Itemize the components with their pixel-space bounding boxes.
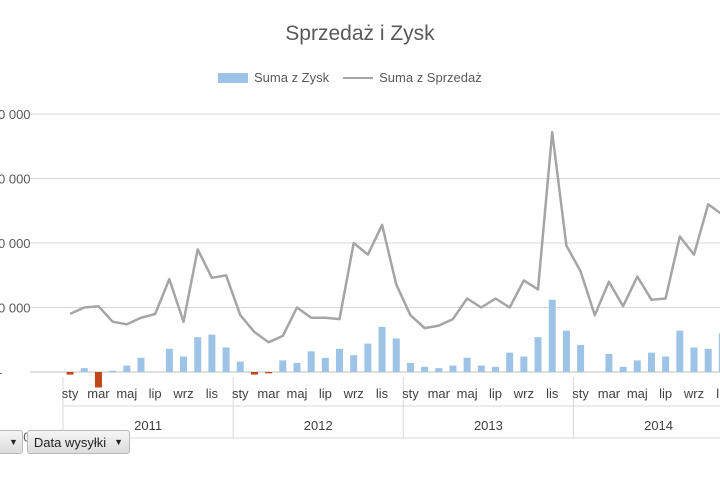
bar (435, 368, 443, 372)
bar (449, 365, 457, 372)
pivot-filter-button[interactable]: ▼ (0, 430, 23, 454)
month-label: mar (428, 386, 451, 401)
month-label: mar (257, 386, 280, 401)
legend-label-profit: Suma z Zysk (254, 70, 330, 85)
month-label: lip (319, 386, 332, 401)
chevron-down-icon: ▼ (9, 437, 18, 447)
pivot-date-field-label: Data wysyłki (33, 434, 107, 450)
bar (491, 366, 499, 372)
y-tick-label: 0 000 (0, 172, 31, 187)
bar (548, 299, 556, 372)
legend-item-profit: Suma z Zysk (218, 70, 329, 85)
month-label: lip (489, 386, 502, 401)
year-label: 2013 (474, 418, 503, 433)
bar (520, 356, 528, 372)
month-label: lip (659, 386, 672, 401)
bar (194, 337, 202, 372)
bar (137, 357, 145, 372)
month-label: mar (598, 386, 621, 401)
bar (109, 370, 117, 372)
bar (704, 348, 712, 372)
legend-item-sales: Suma z Sprzedaż (343, 70, 482, 85)
month-label: maj (286, 386, 307, 401)
month-label: sty (62, 386, 79, 401)
bar (676, 330, 684, 372)
y-tick-label: 0 000 (0, 107, 31, 122)
bar (577, 344, 585, 372)
bar (208, 334, 216, 372)
month-label: lis (206, 386, 219, 401)
bar (718, 333, 720, 372)
bar (336, 348, 344, 372)
bar (463, 357, 471, 372)
month-label: maj (457, 386, 478, 401)
bar (123, 365, 131, 372)
bar (293, 362, 301, 372)
bar (80, 368, 88, 372)
month-label: wrz (513, 386, 534, 401)
bar (350, 355, 358, 372)
month-label: maj (116, 386, 137, 401)
month-label: wrz (343, 386, 364, 401)
bar (279, 360, 287, 372)
month-label: lip (149, 386, 162, 401)
bar (378, 326, 386, 372)
bar (180, 356, 188, 372)
bar (392, 338, 400, 372)
bar (406, 362, 414, 372)
year-label: 2011 (134, 418, 162, 433)
bar (222, 347, 230, 372)
pivot-field-buttons: ▼ Data wysyłki ▼ (0, 430, 134, 454)
y-tick-label: 0 000 (0, 301, 31, 316)
chart-title: Sprzedaż i Zysk (285, 22, 435, 45)
pivot-date-field-button[interactable]: Data wysyłki ▼ (26, 430, 131, 454)
bar (633, 360, 641, 372)
bar (94, 372, 102, 388)
bar (619, 366, 627, 372)
legend-swatch-line (343, 76, 374, 79)
month-label: wrz (683, 386, 704, 401)
bar (421, 366, 429, 372)
legend: Suma z Zysk Suma z Sprzedaż (218, 70, 496, 85)
legend-label-sales: Suma z Sprzedaż (379, 70, 482, 85)
month-label: mar (87, 386, 110, 401)
month-label: sty (402, 386, 419, 401)
bar (66, 372, 74, 375)
sales-line (69, 130, 720, 344)
month-label: lis (546, 386, 559, 401)
month-label: maj (627, 386, 648, 401)
month-label: wrz (172, 386, 193, 401)
bar (236, 361, 244, 372)
bar (690, 347, 698, 372)
bar (534, 337, 542, 372)
bar (364, 343, 372, 372)
month-label: sty (232, 386, 249, 401)
bar (662, 356, 670, 372)
bar (165, 348, 173, 372)
chevron-down-icon: ▼ (114, 437, 124, 447)
legend-swatch-bar (218, 72, 248, 83)
year-label: 2014 (644, 418, 673, 433)
month-label: lis (716, 386, 720, 401)
bar (562, 330, 570, 372)
bar (605, 353, 613, 372)
bar (265, 372, 273, 374)
bar (307, 351, 315, 372)
y-tick-label: - (0, 365, 2, 380)
bar (647, 352, 655, 372)
bar (321, 357, 329, 372)
bar (477, 365, 485, 372)
month-label: lis (376, 386, 389, 401)
bar (506, 352, 514, 372)
month-label: sty (572, 386, 589, 401)
bar (250, 372, 258, 375)
y-tick-label: 0 000 (0, 236, 31, 251)
year-label: 2012 (304, 418, 333, 433)
